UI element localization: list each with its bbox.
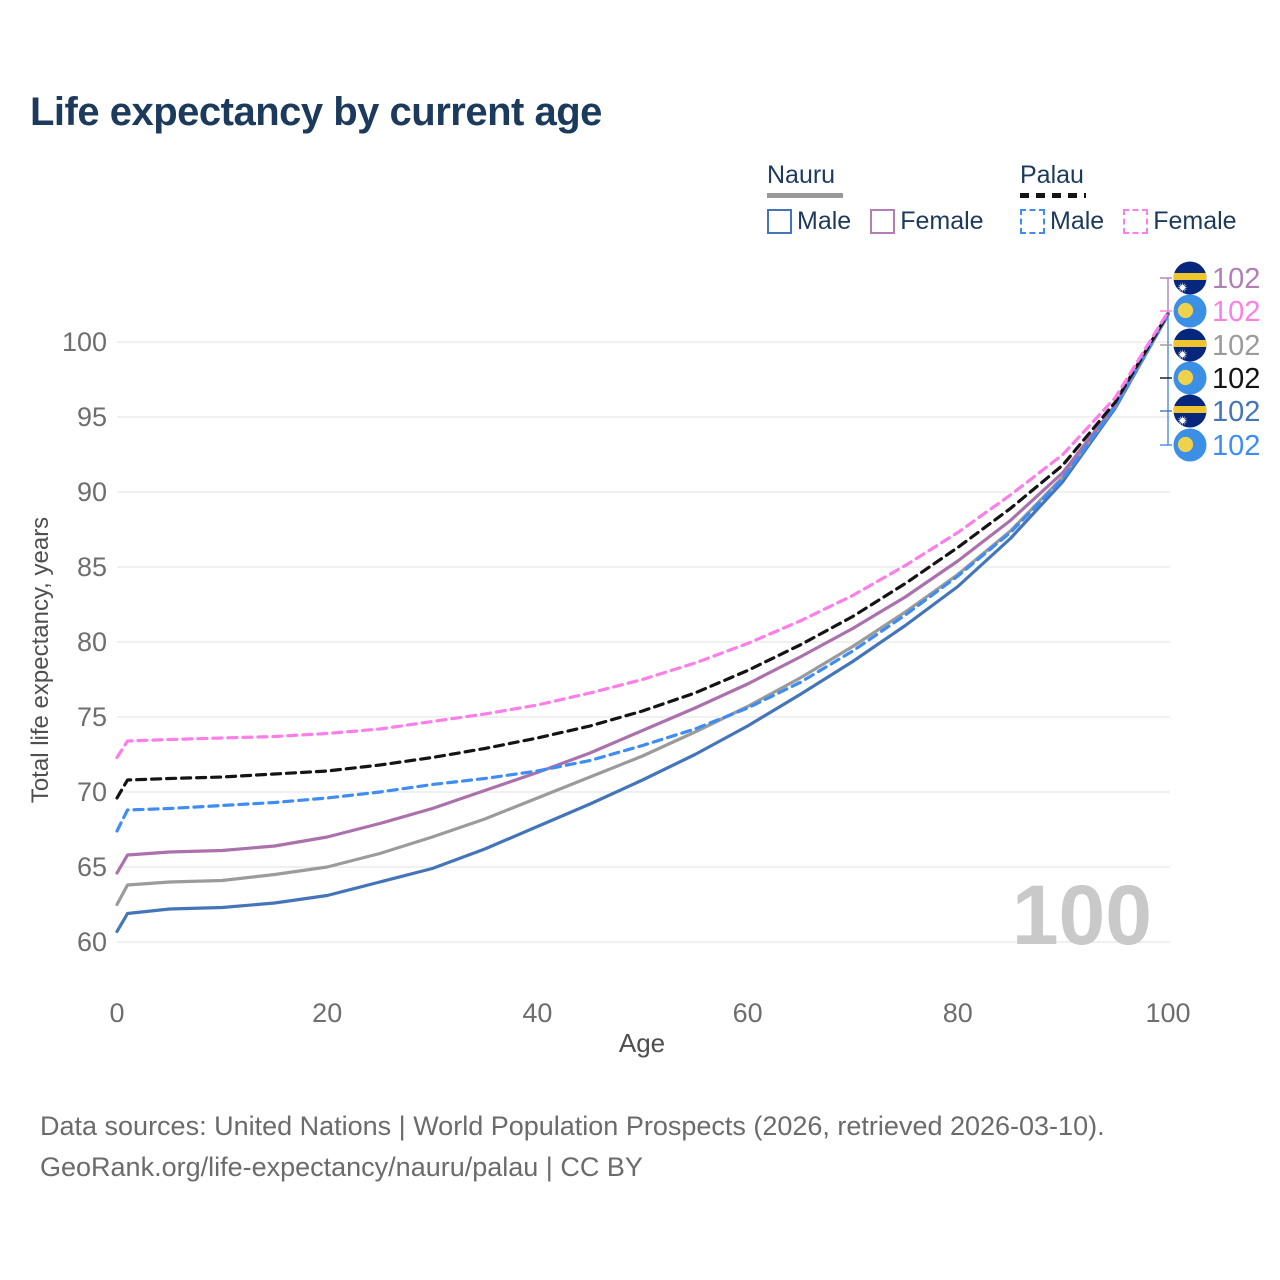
end-value-label: 102 <box>1212 263 1260 295</box>
y-tick-label: 70 <box>77 777 107 807</box>
gridlines <box>117 341 1170 943</box>
x-tick-label: 60 <box>733 998 763 1028</box>
footer-attribution: GeoRank.org/life-expectancy/nauru/palau … <box>40 1152 643 1182</box>
y-tick-label: 80 <box>77 627 107 657</box>
y-axis-title: Total life expectancy, years <box>27 517 54 803</box>
legend-underline-dashed <box>1020 193 1086 198</box>
y-tick-label: 95 <box>77 402 107 432</box>
axis-ticks: 60 65 70 75 80 85 90 95 100 0 20 40 60 80 100 <box>62 327 1191 1028</box>
legend-country-label: Palau <box>1020 161 1084 189</box>
palau-flag-icon <box>1173 428 1207 462</box>
legend-swatch-nauru-male[interactable] <box>767 209 792 234</box>
legend-country-label: Nauru <box>767 161 836 189</box>
end-value-label: 102 <box>1212 430 1260 462</box>
end-label-leaders <box>1160 277 1172 446</box>
legend-underline-solid <box>767 193 843 198</box>
series-line-palau-female[interactable] <box>115 310 1170 760</box>
page-title: Life expectancy by current age <box>30 90 602 134</box>
end-value-label: 102 <box>1212 363 1260 395</box>
nauru-flag-icon <box>1173 328 1207 362</box>
x-tick-label: 0 <box>109 998 124 1028</box>
legend-item-label: Female <box>1153 207 1237 235</box>
end-value-label: 102 <box>1212 396 1260 428</box>
series-line-palau-all[interactable] <box>115 311 1170 800</box>
series-line-nauru-all[interactable] <box>115 313 1170 907</box>
palau-flag-icon <box>1173 294 1207 328</box>
legend-group-nauru: Nauru Male Female <box>767 161 984 236</box>
x-tick-label: 80 <box>943 998 973 1028</box>
legend-item-palau-female[interactable]: Female <box>1123 207 1237 236</box>
legend-item-palau-male[interactable]: Male <box>1020 207 1104 236</box>
legend-group-palau: Palau Male Female <box>1020 161 1237 236</box>
footer-data-sources: Data sources: United Nations | World Pop… <box>40 1111 1105 1141</box>
x-tick-label: 100 <box>1145 998 1190 1028</box>
legend-item-label: Male <box>1050 207 1105 235</box>
series-lines <box>115 310 1170 934</box>
legend-swatch-palau-male[interactable] <box>1020 209 1045 234</box>
series-line-nauru-female[interactable] <box>115 311 1170 875</box>
y-tick-label: 75 <box>77 702 107 732</box>
legend-item-label: Female <box>900 207 984 235</box>
x-axis-title: Age <box>619 1028 665 1058</box>
legend-item-label: Male <box>797 207 852 235</box>
nauru-flag-icon <box>1173 261 1207 295</box>
palau-flag-icon <box>1173 361 1207 395</box>
legend-item-nauru-female[interactable]: Female <box>870 207 984 236</box>
y-tick-label: 85 <box>77 552 107 582</box>
series-line-nauru-male[interactable] <box>115 313 1170 934</box>
x-tick-label: 40 <box>522 998 552 1028</box>
y-tick-label: 100 <box>62 327 107 357</box>
x-tick-label: 20 <box>312 998 342 1028</box>
series-line-palau-male[interactable] <box>115 313 1170 833</box>
age-watermark: 100 <box>1012 868 1152 962</box>
legend-swatch-nauru-female[interactable] <box>870 209 896 234</box>
footer: Data sources: United Nations | World Pop… <box>40 1106 1105 1188</box>
legend-swatch-palau-female[interactable] <box>1123 209 1149 234</box>
y-tick-label: 60 <box>77 927 107 957</box>
nauru-flag-icon <box>1173 394 1207 428</box>
y-tick-label: 65 <box>77 852 107 882</box>
end-value-label: 102 <box>1212 296 1260 328</box>
end-value-label: 102 <box>1212 330 1260 362</box>
legend-item-nauru-male[interactable]: Male <box>767 207 851 236</box>
y-tick-label: 90 <box>77 477 107 507</box>
